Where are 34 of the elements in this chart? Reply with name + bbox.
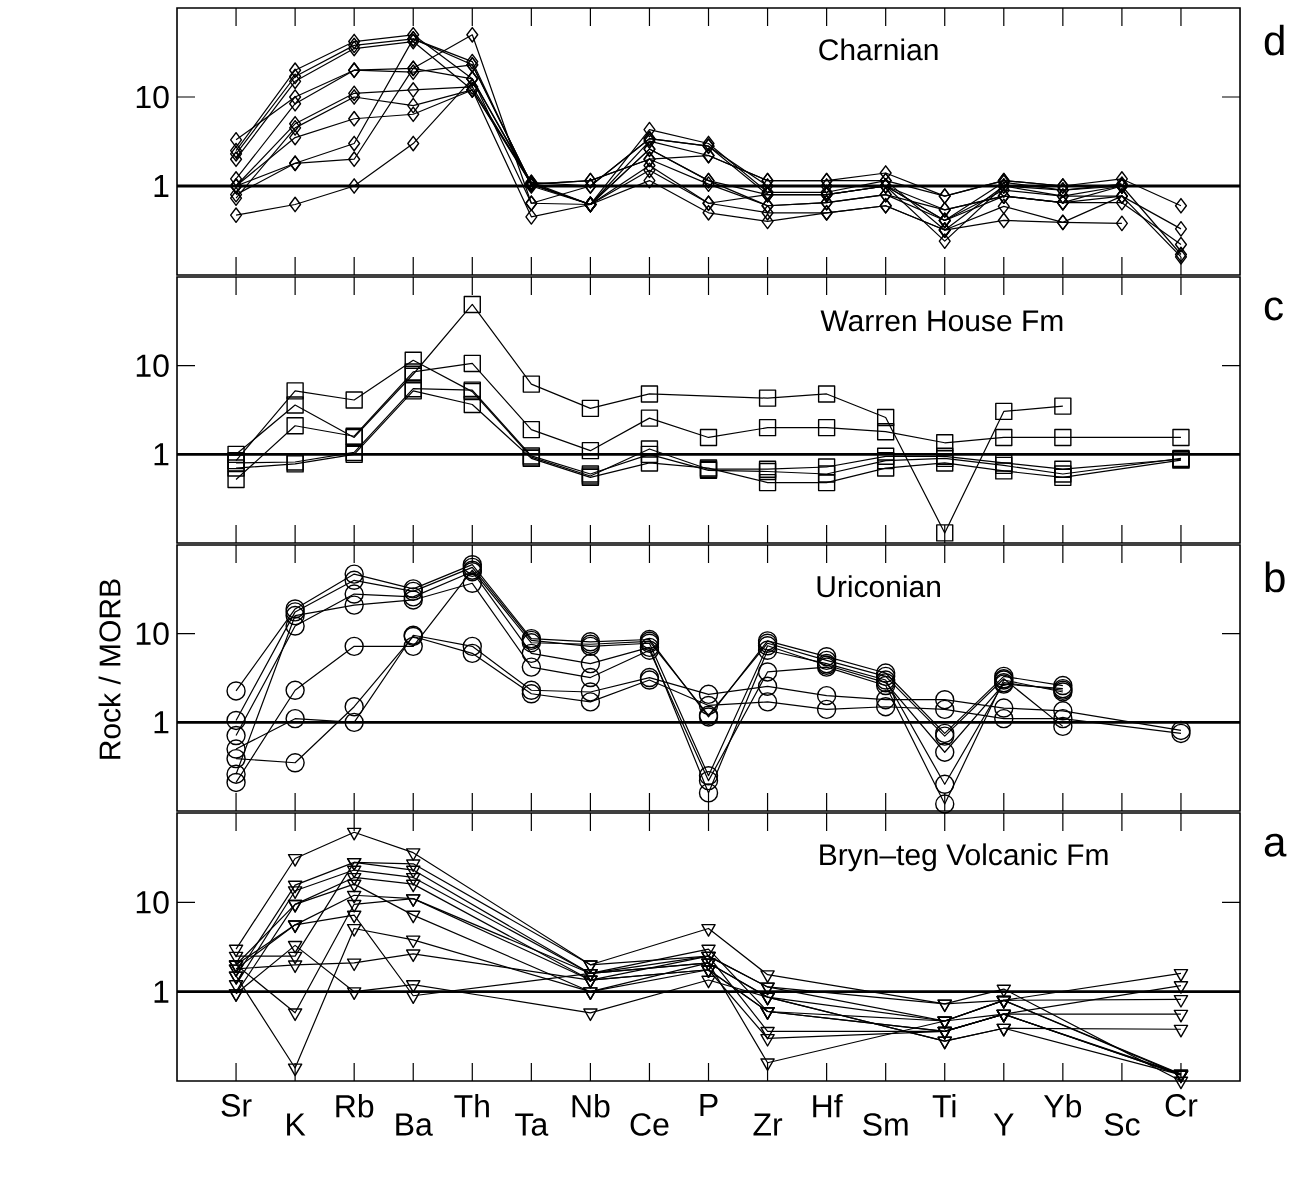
x-tick-label: K bbox=[287, 1113, 306, 1136]
text: c bbox=[1264, 297, 1283, 321]
text: Warren House Fm bbox=[820, 310, 1063, 332]
text: b bbox=[1265, 561, 1285, 593]
x-tick-label: Th bbox=[454, 1094, 489, 1118]
x-tick-label: Sr bbox=[221, 1094, 252, 1117]
y-tick-label: 10 bbox=[136, 354, 169, 377]
x-tick-label: Y bbox=[993, 1113, 1014, 1136]
text: Uriconian bbox=[817, 575, 940, 598]
x-tick-label: Ti bbox=[932, 1094, 956, 1118]
y-tick-label: 10 bbox=[136, 891, 169, 914]
x-tick-label: Zr bbox=[753, 1113, 783, 1136]
y-axis-title: Rock / MORB bbox=[98, 579, 121, 759]
text: a bbox=[1264, 833, 1287, 857]
text: Bryn–teg Volcanic Fm bbox=[820, 843, 1108, 872]
y-tick-label: 1 bbox=[154, 174, 169, 198]
x-tick-label: Nb bbox=[572, 1094, 610, 1118]
y-tick-label: 10 bbox=[136, 622, 169, 645]
y-tick-label: 1 bbox=[154, 443, 169, 466]
x-tick-label: Ba bbox=[396, 1113, 433, 1136]
x-tick-label: Ce bbox=[630, 1113, 669, 1136]
y-tick-label: 10 bbox=[136, 85, 169, 109]
x-tick-label: Ta bbox=[515, 1113, 549, 1136]
text: d bbox=[1264, 24, 1284, 56]
y-tick-label: 1 bbox=[154, 980, 169, 1003]
x-tick-label: Cr bbox=[1165, 1094, 1198, 1117]
x-tick-label: Hf bbox=[813, 1094, 843, 1118]
x-tick-label: Rb bbox=[336, 1094, 374, 1118]
y-tick-label: 1 bbox=[154, 711, 169, 734]
x-tick-label: Yb bbox=[1043, 1094, 1082, 1118]
x-tick-label: Sm bbox=[863, 1113, 908, 1136]
x-tick-label: P bbox=[700, 1094, 718, 1117]
text: Charnian bbox=[819, 38, 938, 61]
x-tick-label: Sc bbox=[1104, 1113, 1140, 1136]
